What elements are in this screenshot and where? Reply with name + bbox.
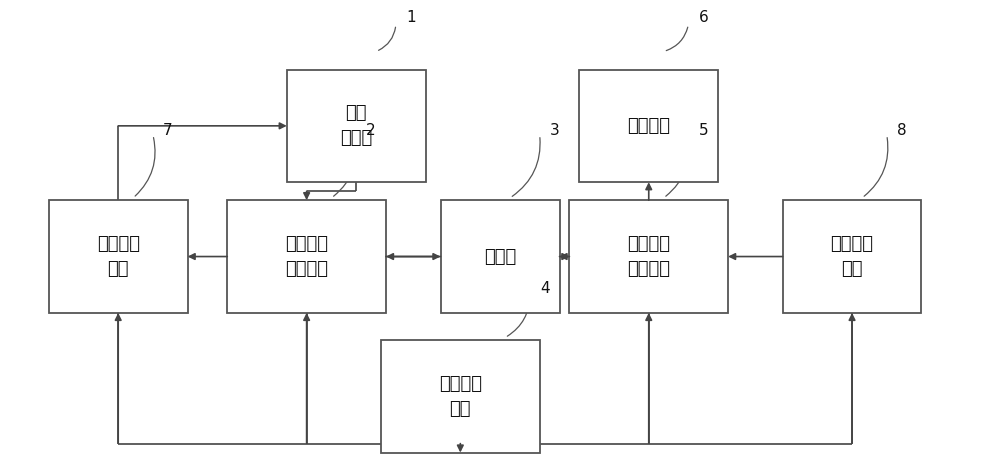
Bar — [569, 200, 728, 313]
Text: 第一信号
测试单元: 第一信号 测试单元 — [285, 235, 328, 278]
Text: 4: 4 — [540, 280, 549, 296]
Bar — [381, 340, 540, 453]
Text: 电力线: 电力线 — [484, 247, 516, 266]
Text: 第二信号
测试单元: 第二信号 测试单元 — [627, 235, 670, 278]
Text: 6: 6 — [698, 10, 708, 25]
Text: 信号修正
单元: 信号修正 单元 — [831, 235, 874, 278]
Bar — [287, 69, 426, 182]
Text: 2: 2 — [366, 123, 376, 138]
Text: 信号调整
单元: 信号调整 单元 — [97, 235, 140, 278]
Text: 中央处理
单元: 中央处理 单元 — [439, 375, 482, 418]
Text: 7: 7 — [163, 123, 173, 138]
Bar — [579, 69, 718, 182]
Bar — [49, 200, 188, 313]
Text: 3: 3 — [550, 123, 559, 138]
Bar — [783, 200, 921, 313]
Text: 1: 1 — [406, 10, 416, 25]
Text: 5: 5 — [698, 123, 708, 138]
Bar — [227, 200, 386, 313]
Bar — [441, 200, 560, 313]
Text: 8: 8 — [897, 123, 906, 138]
Text: 用户终端: 用户终端 — [627, 117, 670, 135]
Text: 信号
发出端: 信号 发出端 — [340, 104, 372, 147]
